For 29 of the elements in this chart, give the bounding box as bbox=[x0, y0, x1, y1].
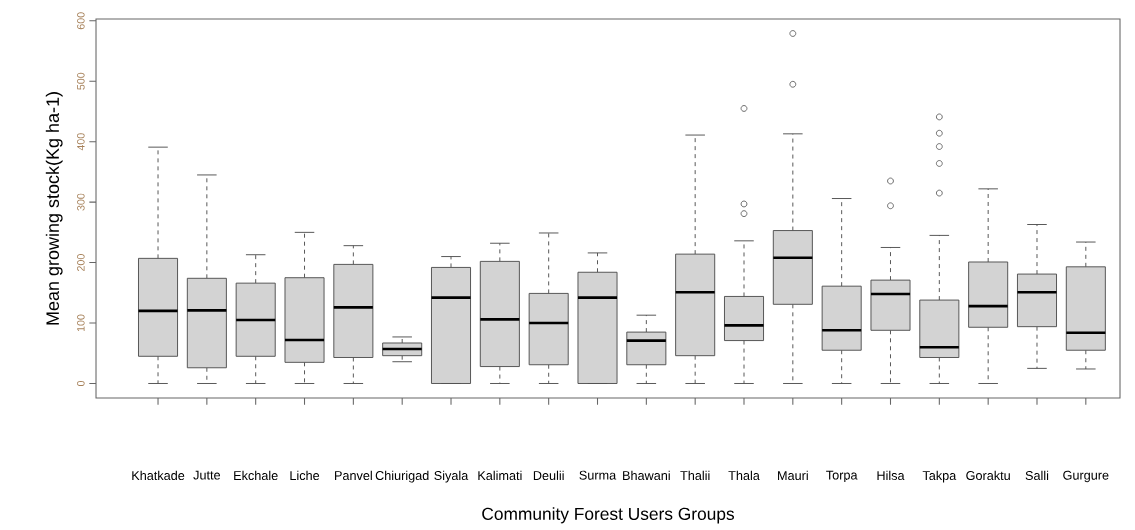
x-tick-label: Salli bbox=[1025, 470, 1049, 481]
x-tick-label: Hilsa bbox=[877, 470, 905, 481]
x-axis-title: Community Forest Users Groups bbox=[482, 507, 735, 524]
x-tick-label: Khatkade bbox=[132, 470, 185, 481]
x-tick-label: Takpa bbox=[922, 470, 957, 483]
y-tick-label: 500 bbox=[77, 72, 85, 90]
x-tick-label: Deulii bbox=[533, 470, 564, 481]
y-tick-label: 600 bbox=[77, 12, 85, 30]
y-tick-label: 200 bbox=[77, 254, 85, 271]
x-tick-label: Thala bbox=[728, 470, 760, 481]
x-tick-label: Kalimati bbox=[478, 470, 522, 481]
x-tick-label: Surma bbox=[579, 470, 617, 480]
y-tick-label: 300 bbox=[77, 193, 85, 211]
x-tick-label: Ekchale bbox=[234, 470, 278, 481]
x-tick-label: Gurgure bbox=[1063, 470, 1109, 483]
x-tick-label: Chiurigad bbox=[375, 470, 429, 483]
x-tick-label: Mauri bbox=[778, 470, 808, 481]
y-tick-label: 100 bbox=[77, 314, 85, 332]
x-tick-label: Torpa bbox=[826, 470, 858, 483]
x-tick-label: Siyala bbox=[434, 470, 469, 483]
x-tick-label: Bhawani bbox=[623, 470, 670, 481]
x-tick-label: Thalii bbox=[680, 470, 710, 481]
y-tick-label: 0 bbox=[77, 380, 85, 387]
x-tick-label: Panvel bbox=[335, 470, 372, 481]
x-tick-label: Liche bbox=[290, 470, 320, 481]
y-tick-label: 400 bbox=[77, 133, 85, 151]
y-axis-title: Mean growing stock(Kg ha-1) bbox=[45, 92, 63, 325]
x-tick-label: Goraktu bbox=[966, 470, 1010, 481]
x-tick-label: Jutte bbox=[193, 470, 221, 480]
